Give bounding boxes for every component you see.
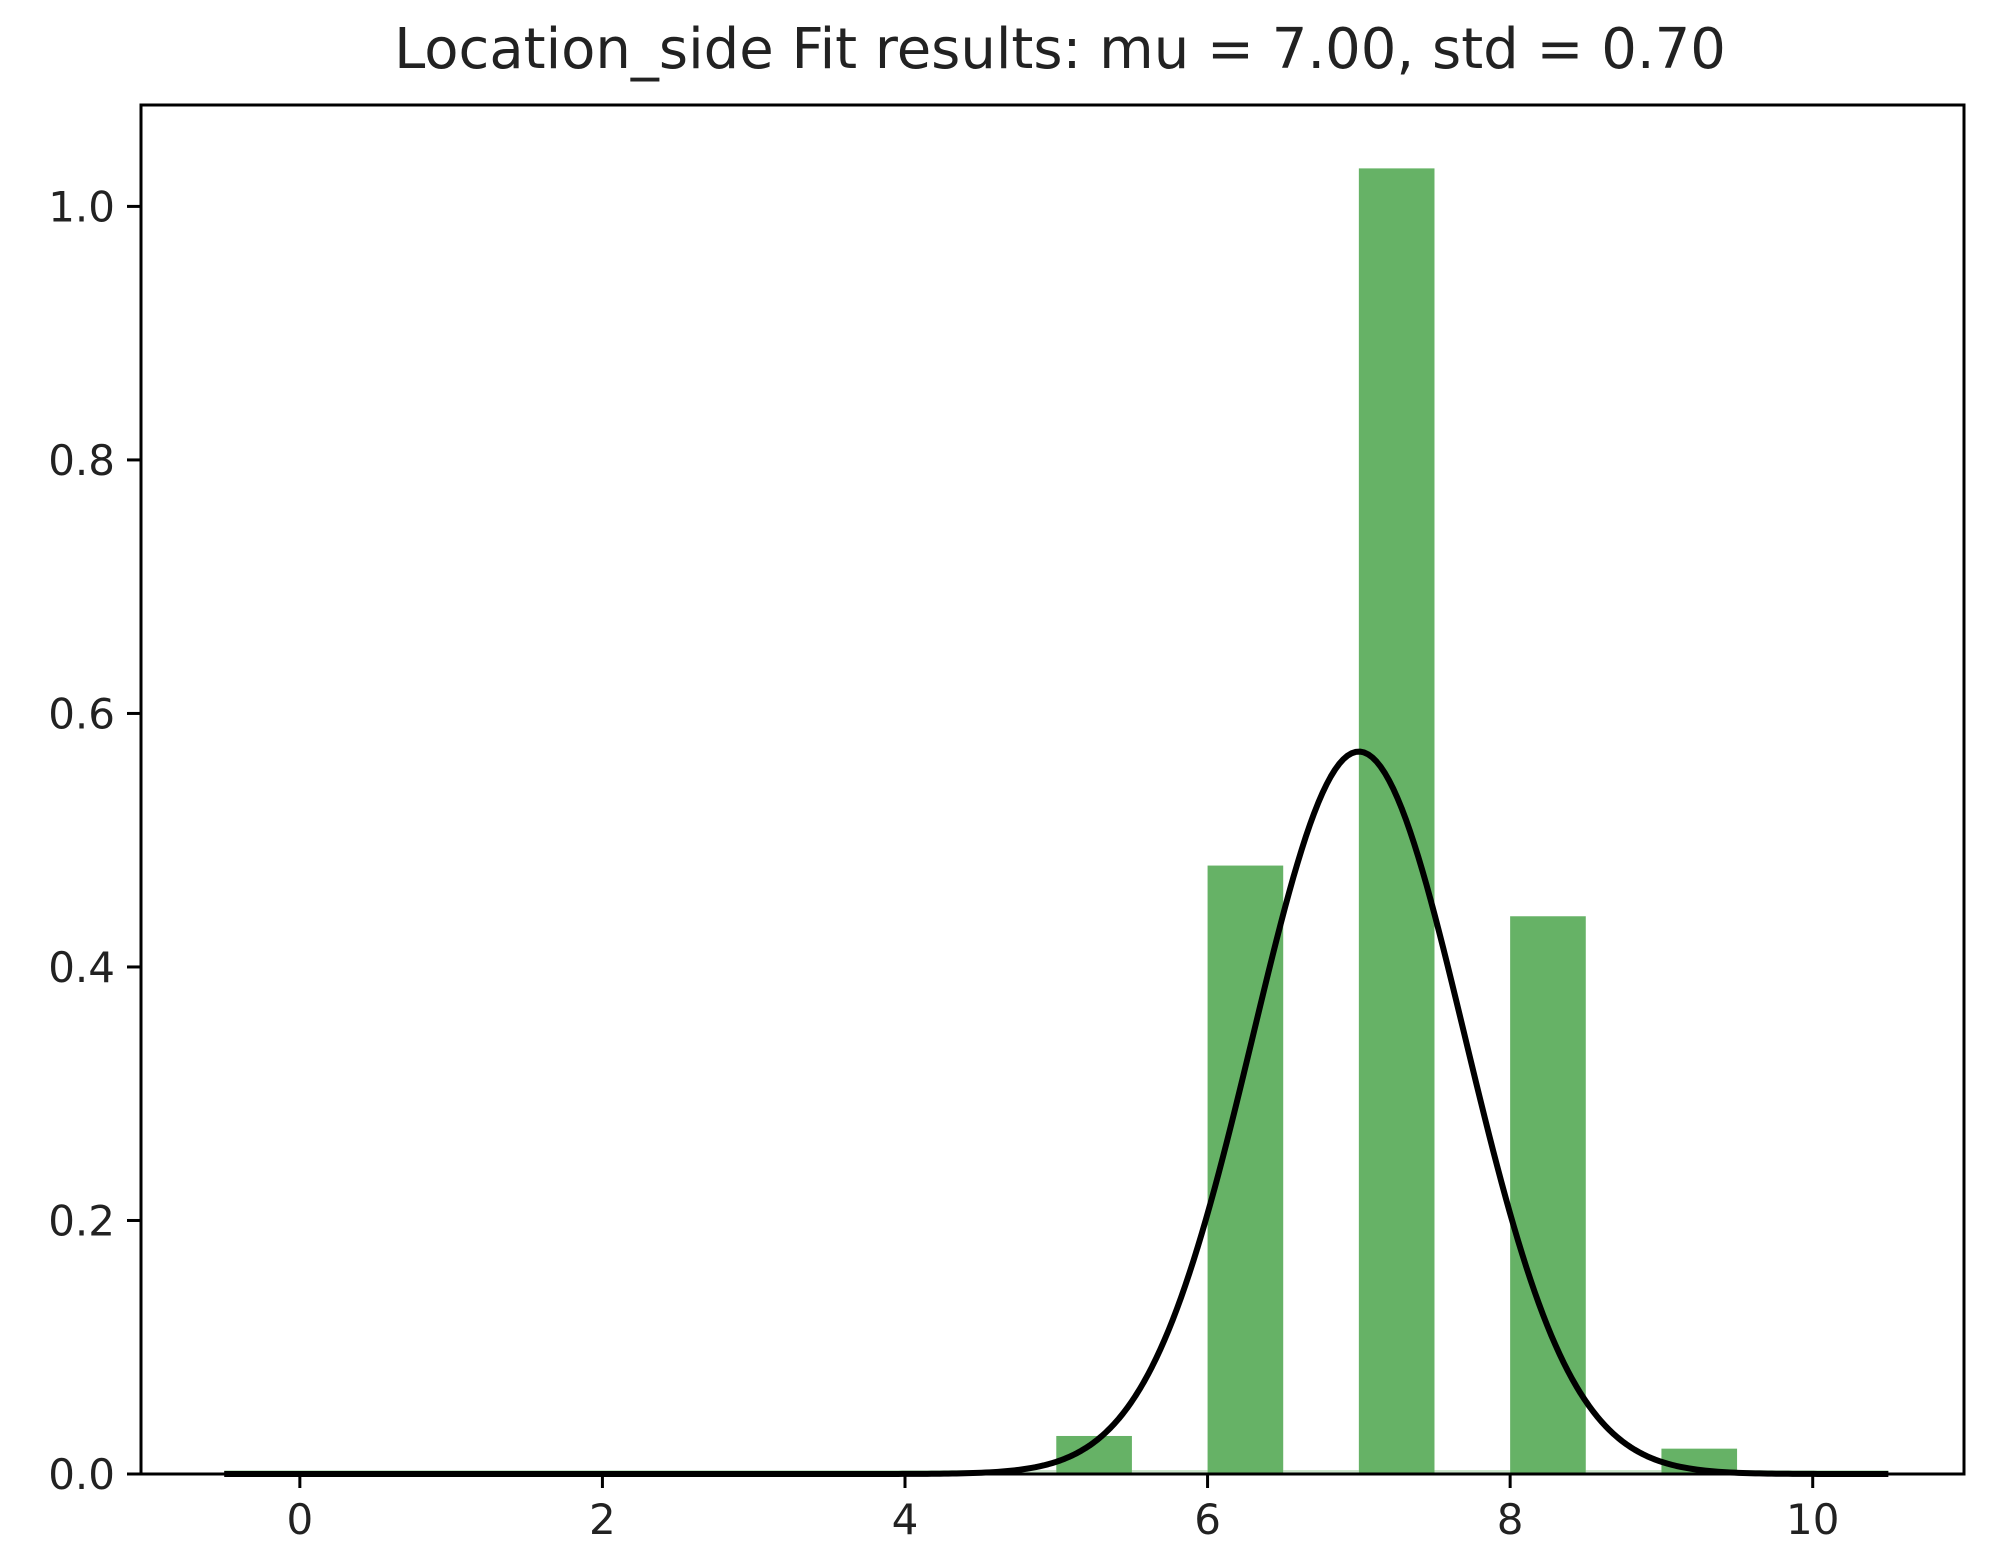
y-tick-label: 0.6	[48, 689, 115, 738]
y-tick-label: 0.4	[48, 943, 115, 992]
x-tick-label: 6	[1194, 1495, 1221, 1544]
x-tick-label: 10	[1786, 1495, 1839, 1544]
y-tick-label: 0.0	[48, 1450, 115, 1499]
histogram-bar	[1358, 168, 1435, 1474]
chart-title: Location_side Fit results: mu = 7.00, st…	[394, 17, 1726, 82]
y-axis: 0.0 0.2 0.4 0.6 0.8 1.0	[48, 182, 141, 1499]
x-tick-label: 2	[589, 1495, 616, 1544]
histogram-bar	[1434, 1470, 1511, 1474]
histogram-bar	[1283, 1470, 1359, 1474]
histogram-bar	[1585, 1470, 1662, 1474]
x-tick-label: 0	[286, 1495, 313, 1544]
fit-curve	[224, 748, 1889, 1477]
x-tick-label: 8	[1497, 1495, 1524, 1544]
y-tick-label: 0.2	[48, 1196, 115, 1245]
fit-curve-layer	[224, 748, 1889, 1477]
x-tick-label: 4	[892, 1495, 919, 1544]
x-axis: 0 2 4 6 8 10	[286, 1474, 1839, 1544]
y-tick-label: 1.0	[48, 182, 115, 231]
plot-frame	[139, 103, 1966, 1476]
bars-layer	[224, 168, 1889, 1474]
histogram-bar	[1131, 1470, 1208, 1474]
histogram-bar	[1510, 916, 1586, 1474]
y-tick-label: 0.8	[48, 436, 115, 485]
